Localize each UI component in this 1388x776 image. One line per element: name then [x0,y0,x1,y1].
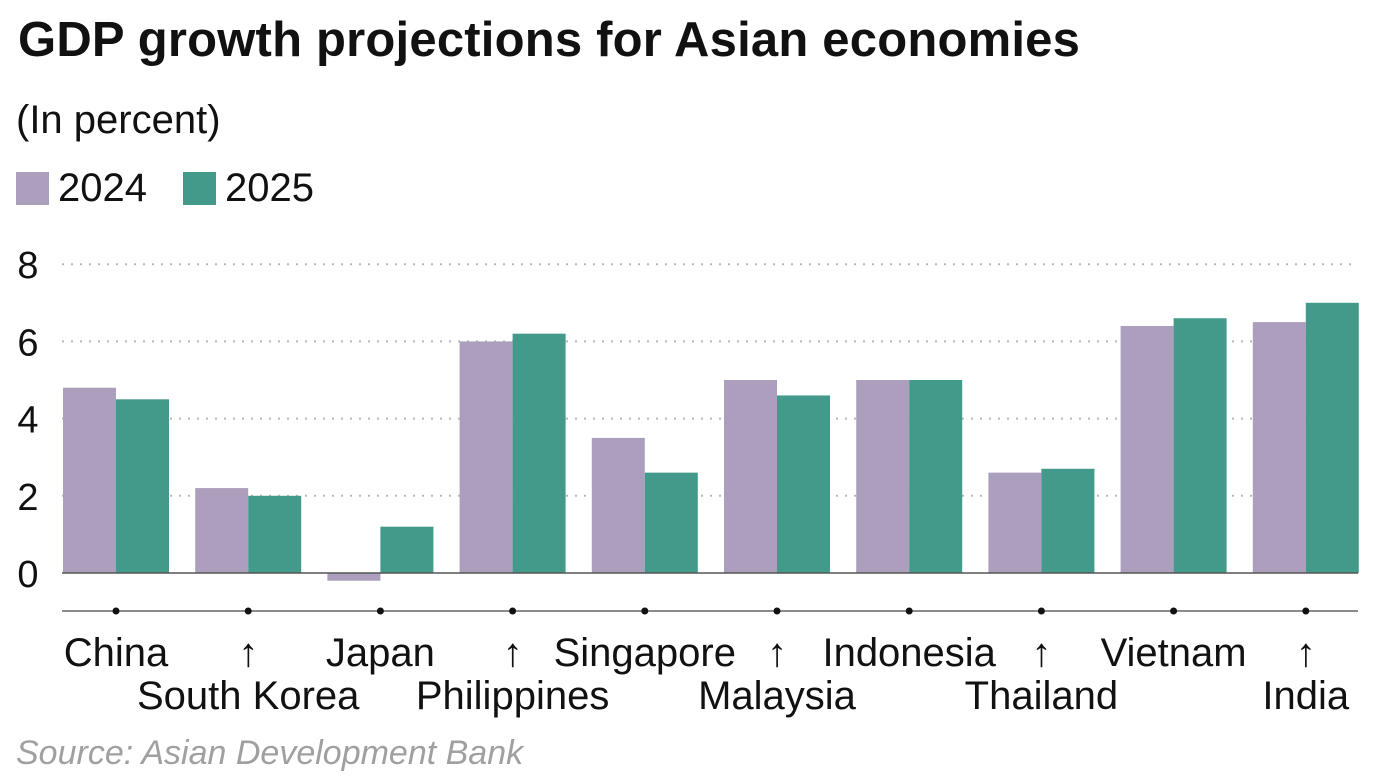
x-tick-dot [641,607,649,615]
x-tick-label: Indonesia [822,631,996,675]
x-tick-dot [244,607,252,615]
x-label-arrow: ↑ [1296,631,1316,675]
y-tick-label: 4 [17,400,38,442]
bar-philippines-2024 [459,341,513,573]
y-tick-label: 2 [17,477,38,519]
bar-japan-2024 [327,573,381,581]
bar-malaysia-2025 [777,395,830,573]
x-label-arrow: ↑ [1031,631,1051,675]
x-tick-label: South Korea [137,674,360,718]
legend-swatch-2024 [16,172,49,205]
bar-singapore-2024 [591,437,645,573]
legend-swatch-2025 [182,172,216,205]
bar-india-2025 [1305,302,1359,573]
x-label-arrow: ↑ [238,631,258,675]
x-tick-label: India [1262,674,1349,718]
bar-south-korea-2024 [195,488,249,573]
bar-china-2024 [63,387,116,573]
x-tick-label: Japan [326,631,435,675]
legend-label-2025: 2025 [224,166,314,210]
x-tick-label: Philippines [416,674,609,718]
chart-subtitle: (In percent) [16,98,221,142]
source-note: Source: Asian Development Bank [16,734,524,772]
x-label-arrow: ↑ [503,631,523,675]
x-tick-dot [1302,607,1310,615]
x-tick-label: Singapore [554,631,736,675]
bar-south-korea-2025 [248,495,302,573]
x-tick-dot [905,607,913,615]
legend-item-2025: 2025 [182,166,314,211]
legend-item-2024: 2024 [16,166,147,211]
x-tick-dot [509,607,517,615]
bar-china-2025 [116,399,169,573]
bar-thailand-2025 [1041,468,1095,573]
bar-india-2024 [1252,322,1306,573]
bar-indonesia-2025 [909,380,963,573]
bar-malaysia-2024 [724,380,777,573]
x-tick-dot [112,607,120,615]
y-tick-label: 0 [17,554,38,596]
x-tick-dot [1037,607,1045,615]
x-tick-dot [773,607,781,615]
x-tick-label: China [64,631,169,675]
x-tick-label: Thailand [965,674,1118,718]
legend: 2024 2025 [16,166,350,211]
bar-vietnam-2024 [1120,325,1174,573]
x-label-arrow: ↑ [767,631,787,675]
legend-label-2024: 2024 [58,166,147,210]
y-tick-label: 6 [17,322,38,364]
x-tick-dot [376,607,384,615]
bar-vietnam-2025 [1173,318,1227,573]
x-tick-label: Vietnam [1101,631,1247,675]
y-tick-label: 8 [17,245,38,287]
bar-thailand-2024 [988,472,1042,573]
x-tick-dot [1170,607,1178,615]
x-tick-label: Malaysia [698,674,857,718]
bar-singapore-2025 [644,472,698,573]
bar-japan-2025 [380,526,434,573]
bar-philippines-2025 [512,333,566,573]
bar-indonesia-2024 [856,380,910,573]
chart-title: GDP growth projections for Asian economi… [18,13,1081,67]
